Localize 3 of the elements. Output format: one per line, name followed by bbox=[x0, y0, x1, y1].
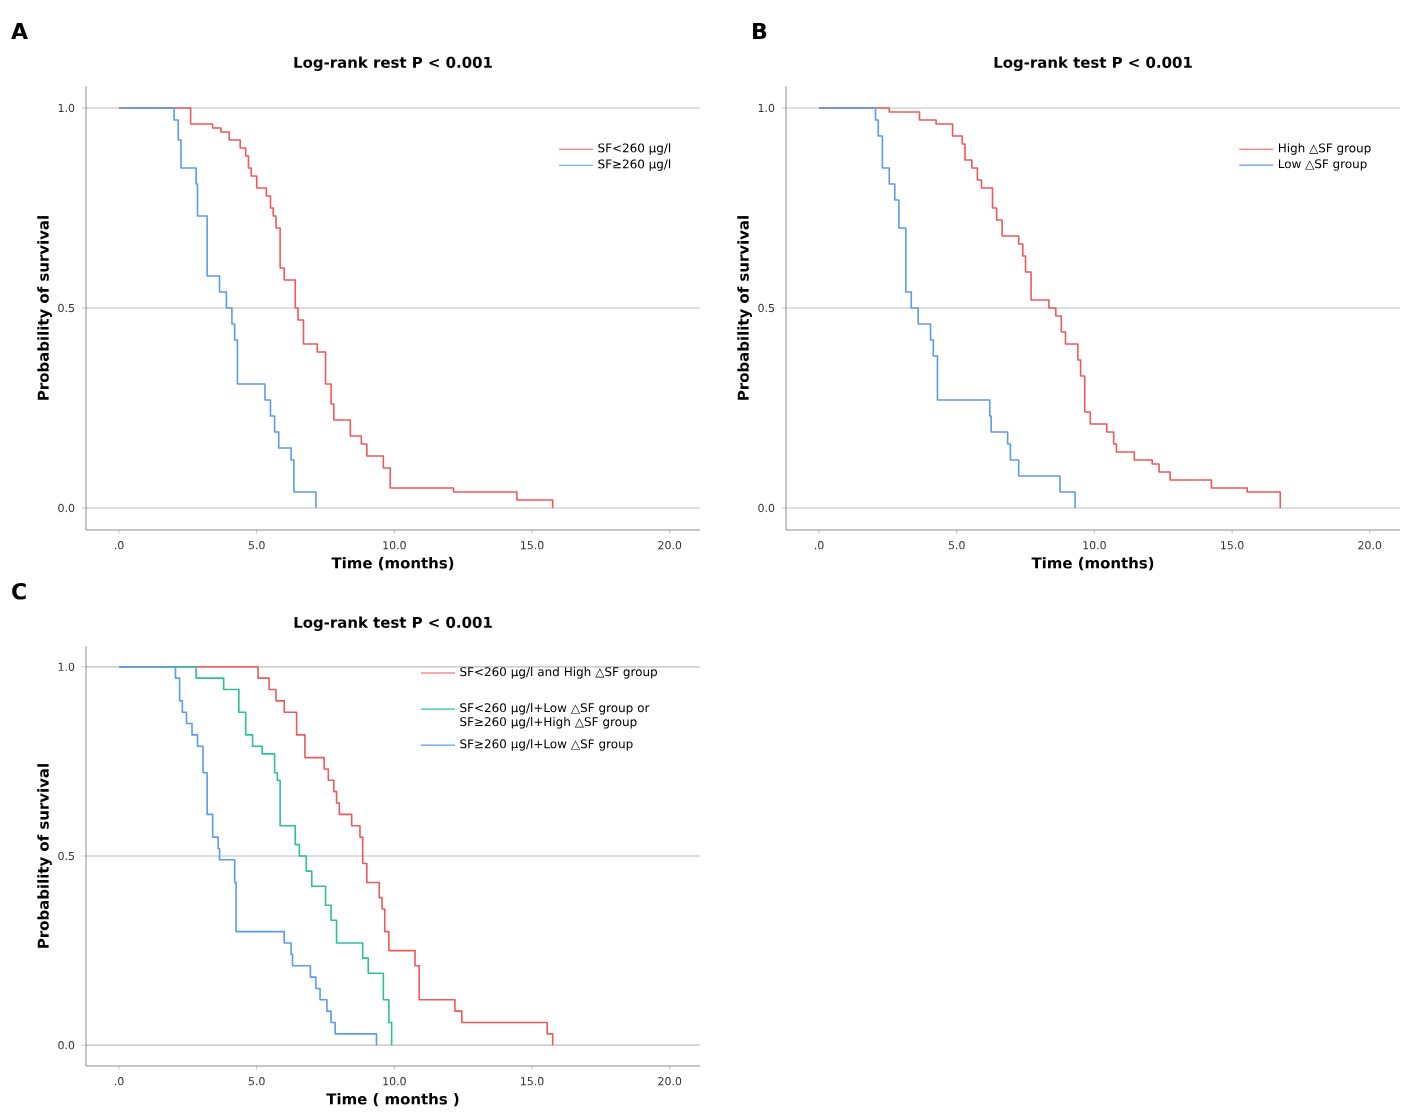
text: B bbox=[753, 23, 767, 39]
text: A bbox=[11, 23, 28, 39]
text: C bbox=[12, 583, 26, 600]
